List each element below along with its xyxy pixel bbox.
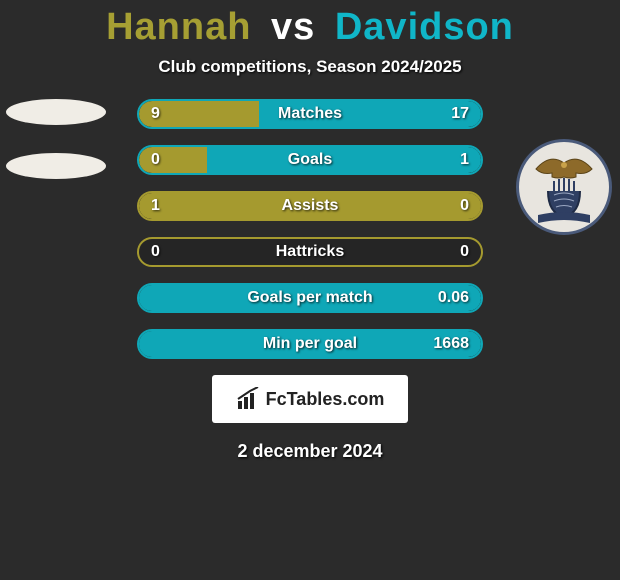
stat-row: 917Matches [137,99,483,129]
stat-row: 0 0Hattricks [137,237,483,267]
player1-name: Hannah [106,6,251,48]
value-player2: 0.06 [426,285,481,311]
value-player1: 1 [139,193,172,219]
value-player1: 9 [139,101,172,127]
stage: 917Matches01Goals10Assists00Hattricks0.0… [0,99,620,462]
stat-row: 1668Min per goal [137,329,483,359]
brand-box: FcTables.com [212,375,408,423]
comparison-bars: 917Matches01Goals10Assists00Hattricks0.0… [137,99,483,359]
stat-row: 0.06Goals per match [137,283,483,313]
value-player2: 17 [439,101,481,127]
subtitle: Club competitions, Season 2024/2025 [0,57,620,77]
inverness-ct-badge [516,139,612,235]
value-player1 [139,285,163,311]
value-player2: 0 [448,193,481,219]
metric-label: Hattricks [139,239,481,265]
placeholder-ellipse [6,99,106,125]
player1-crest-slot [6,99,106,199]
stat-row: 01Goals [137,145,483,175]
header: Hannah vs Davidson Club competitions, Se… [0,0,620,77]
placeholder-ellipse [6,153,106,179]
player2-name: Davidson [335,6,514,48]
value-player1: 0 [139,147,172,173]
value-player1 [139,331,163,357]
value-player2: 0 [448,239,481,265]
crest-svg [524,147,604,227]
stat-row: 10Assists [137,191,483,221]
vs-text: vs [271,6,315,48]
fill-player2 [207,147,481,173]
player2-crest-slot [514,139,614,239]
title: Hannah vs Davidson [0,6,620,49]
brand-text: FcTables.com [266,389,385,410]
value-player2: 1668 [421,331,481,357]
brand-chart-icon [236,387,260,411]
value-player1: 0 [139,239,172,265]
value-player2: 1 [448,147,481,173]
fill-player1 [139,193,481,219]
footer-date: 2 december 2024 [0,441,620,462]
